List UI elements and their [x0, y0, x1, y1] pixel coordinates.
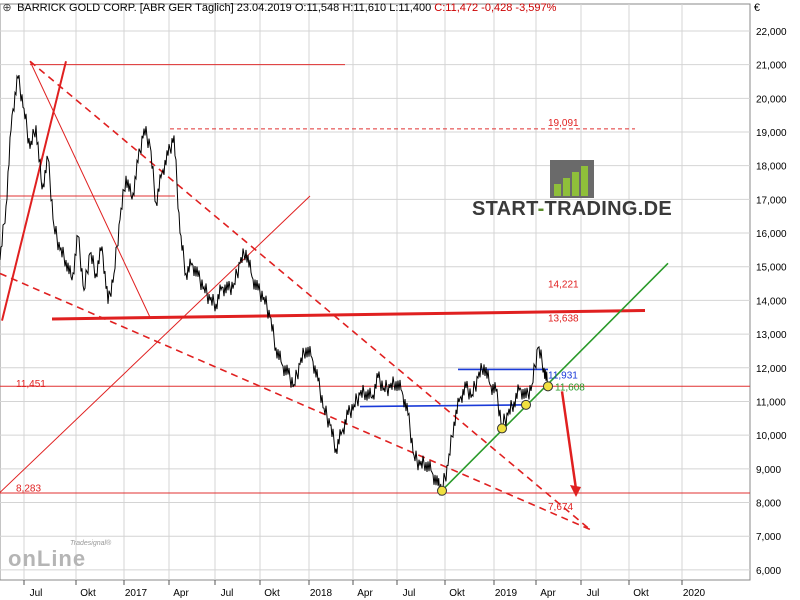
forecast-arrowhead — [570, 485, 581, 498]
level-label: 14,221 — [548, 280, 579, 291]
x-tick-label: Apr — [540, 588, 556, 599]
price-series — [0, 74, 549, 496]
y-tick-label: 11,000 — [756, 397, 786, 408]
y-tick-label: 15,000 — [756, 263, 787, 274]
x-tick-label: Apr — [173, 588, 189, 599]
y-tick-label: 6,000 — [756, 566, 781, 577]
grid — [0, 3, 751, 581]
x-tick-label: Okt — [449, 588, 465, 599]
y-tick-label: 18,000 — [756, 162, 787, 173]
y-tick-label: 16,000 — [756, 229, 787, 240]
ohlc-values: O:11,548 H:11,610 L:11,400 — [294, 2, 432, 14]
trendline — [439, 262, 669, 493]
pivot-markers — [437, 381, 553, 496]
fan-line — [0, 195, 311, 493]
y-tick-label: 19,000 — [756, 128, 787, 139]
x-tick-label: 2020 — [683, 588, 706, 599]
pivot-marker — [543, 381, 553, 392]
y-tick-label: 13,000 — [756, 330, 787, 341]
level-label: 8,283 — [16, 483, 41, 494]
x-tick-label: Jul — [30, 588, 43, 599]
y-tick-label: 7,000 — [756, 532, 781, 543]
chart-type-icon[interactable]: ⊕ — [2, 2, 12, 14]
x-tick-label: Jul — [403, 588, 416, 599]
start-trading-logo: START-TRADING.DE — [472, 158, 672, 221]
level-label: 11,608 — [555, 382, 585, 393]
trendline — [359, 404, 531, 408]
x-tick-label: Okt — [80, 588, 96, 599]
plot-frame — [0, 3, 751, 581]
currency-label: € — [753, 2, 760, 14]
fan-line — [29, 61, 151, 318]
level-label: 11,931 — [548, 371, 578, 382]
level-label: 7,674 — [548, 502, 573, 513]
y-tick-label: 10,000 — [756, 431, 787, 442]
trendline — [29, 60, 591, 531]
x-tick-label: Jul — [221, 588, 234, 599]
x-tick-label: Okt — [264, 588, 280, 599]
pivot-marker — [497, 423, 507, 434]
trendline — [51, 309, 646, 321]
x-tick-label: 2017 — [125, 588, 148, 599]
chart-title: BARRICK GOLD CORP. [ABR GER Täglich] 23.… — [17, 2, 292, 14]
forecast-arrow — [560, 391, 578, 490]
y-tick-label: 22,000 — [756, 27, 787, 38]
y-tick-label: 17,000 — [756, 195, 787, 206]
x-tick-label: Apr — [357, 588, 373, 599]
pivot-marker — [437, 485, 447, 496]
level-label: 19,091 — [548, 118, 579, 129]
steep-trendline — [1, 61, 67, 321]
y-tick-label: 14,000 — [756, 296, 787, 307]
pivot-marker — [521, 399, 531, 410]
y-tick-label: 8,000 — [756, 499, 781, 510]
price-line — [0, 74, 549, 496]
level-label: 11,451 — [16, 379, 46, 390]
x-tick-label: 2018 — [310, 588, 333, 599]
logo-bars-icon — [550, 160, 594, 198]
x-axis: Jul Okt 2017 Apr Jul Okt 2018 Apr Jul Okt 2019 Apr J… — [23, 580, 706, 599]
close-change: C:11,472 -0,428 -3,597% — [434, 2, 557, 14]
level-label: 13,638 — [548, 313, 579, 324]
y-tick-label: 12,000 — [756, 364, 787, 375]
x-tick-label: Jul — [587, 588, 600, 599]
level-labels: 19,091 14,221 13,638 11,451 8,283 7,674 11,931… — [16, 118, 585, 513]
chart-header: ⊕ BARRICK GOLD CORP. [ABR GER Täglich] 2… — [0, 0, 750, 16]
y-axis: 6,000 7,000 8,000 9,000 10,000 11,000 12,000 13… — [756, 27, 787, 577]
x-tick-label: Okt — [633, 588, 649, 599]
y-tick-label: 21,000 — [756, 61, 787, 72]
logo-text: START-TRADING.DE — [472, 198, 672, 220]
x-tick-label: 2019 — [495, 588, 518, 599]
chart-drawings — [0, 60, 750, 531]
y-tick-label: 9,000 — [756, 465, 781, 476]
tradesignal-watermark: Tradesignal® onLine — [8, 540, 112, 571]
y-tick-label: 20,000 — [756, 94, 787, 105]
